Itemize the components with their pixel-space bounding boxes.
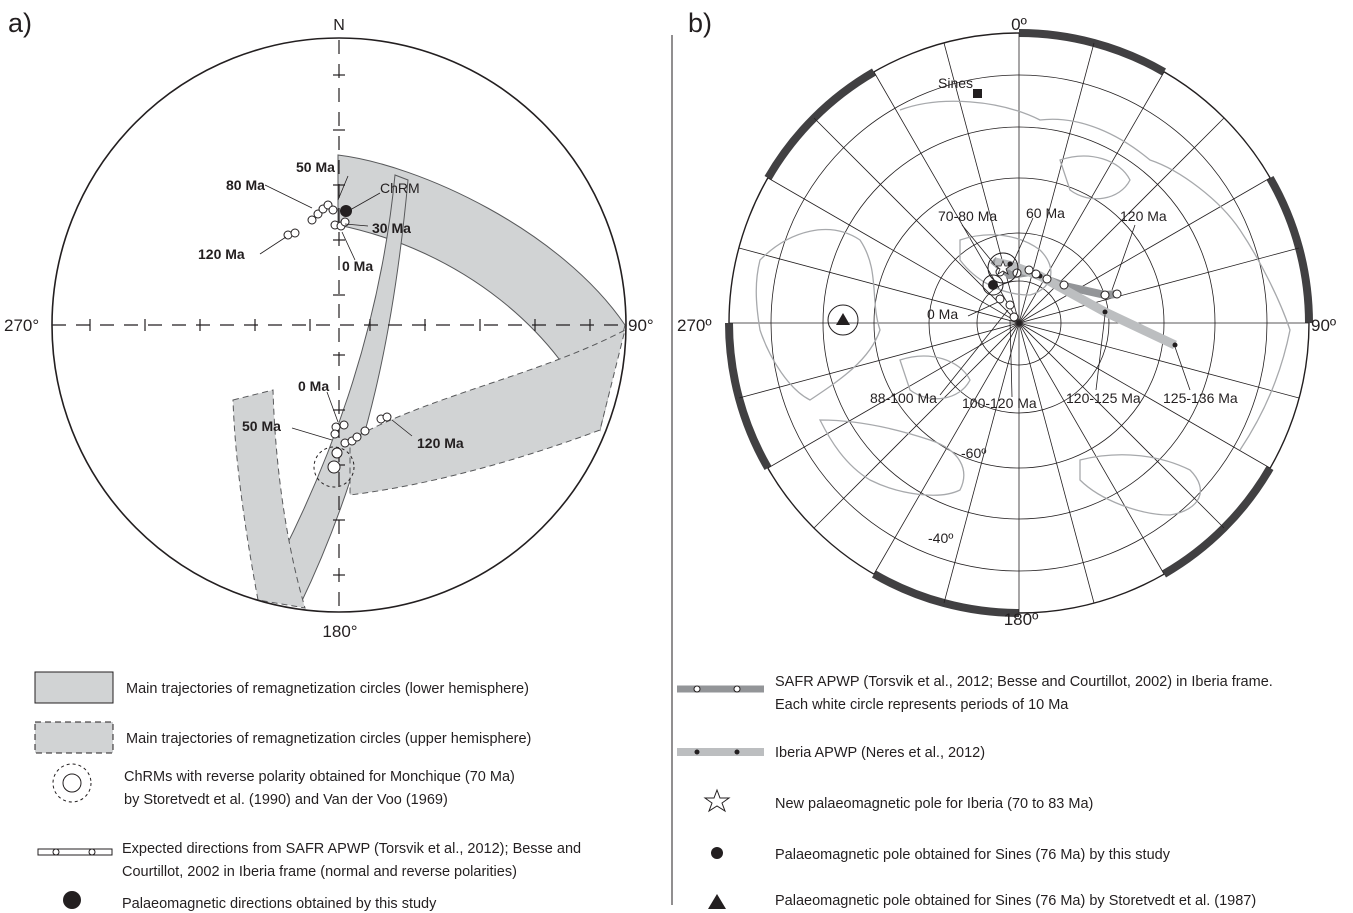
deg-270-b: 270º <box>677 316 712 335</box>
expected-directions-lower <box>327 412 392 474</box>
storetvedt-pole <box>836 313 850 325</box>
polar-map-b <box>725 29 1313 617</box>
legend-triangle-icon <box>708 894 726 909</box>
deg-0-b: 0º <box>1011 15 1027 34</box>
label-80ma: 80 Ma <box>226 177 265 193</box>
legend-dot-icon <box>711 847 723 859</box>
deg-180-a: 180° <box>322 622 357 641</box>
legend-left-4: by Storetvedt et al. (1990) and Van der … <box>124 792 448 808</box>
legend-left-1: Main trajectories of remagnetization cir… <box>126 681 529 697</box>
legend-right-3: Iberia APWP (Neres et al., 2012) <box>775 745 985 761</box>
upper-hemisphere-band <box>349 329 626 496</box>
deg-90-b: 90º <box>1311 316 1336 335</box>
legend-right-6: Palaeomagnetic pole obtained for Sines (… <box>775 893 1256 909</box>
label-120ma-b: 120 Ma <box>1120 208 1167 224</box>
legend-left-2: Main trajectories of remagnetization cir… <box>126 731 531 747</box>
label-100-120ma: 100-120 Ma <box>962 395 1037 411</box>
chrm-direction <box>340 205 352 217</box>
legend-expected-bar <box>37 848 113 856</box>
legend-right-4: New palaeomagnetic pole for Iberia (70 t… <box>775 796 1093 812</box>
label-60ma: 60 Ma <box>1026 205 1065 221</box>
legend-left-5: Expected directions from SAFR APWP (Tors… <box>122 841 581 857</box>
label-0ma-top: 0 Ma <box>342 258 373 274</box>
sines-pole-this-study <box>988 280 998 290</box>
label-50ma-bottom: 50 Ma <box>242 418 281 434</box>
label-50ma-top: 50 Ma <box>296 159 335 175</box>
legend-swatch-lower <box>34 671 114 704</box>
legend-right-2: Each white circle represents periods of … <box>775 697 1069 713</box>
safr-apwp-points <box>995 265 1122 322</box>
legend-swatch-upper <box>34 721 114 754</box>
expected-directions-upper <box>283 200 350 240</box>
legend-left-7: Palaeomagnetic directions obtained by th… <box>122 896 437 912</box>
legend-star-icon <box>703 788 731 813</box>
deg-180-b: 180º <box>1004 610 1039 629</box>
sines-label: Sines <box>938 75 973 91</box>
lat-60-label: -60º <box>961 445 986 461</box>
legend-dashed-circle-icon <box>52 763 92 803</box>
panel-b-label: b) <box>688 8 712 38</box>
stereonet-a <box>51 37 627 615</box>
sines-square <box>973 89 982 98</box>
label-120ma-bottom: 120 Ma <box>417 435 464 451</box>
label-30ma: 30 Ma <box>372 220 411 236</box>
label-70-80ma: 70-80 Ma <box>938 208 997 224</box>
upper-hemisphere-band-2 <box>232 389 306 609</box>
legend-black-dot-icon <box>63 891 81 909</box>
panel-a-label: a) <box>8 8 32 38</box>
leader-lines-a <box>259 175 413 441</box>
label-chrm: ChRM <box>380 180 420 196</box>
legend-right-1: SAFR APWP (Torsvik et al., 2012; Besse a… <box>775 674 1273 690</box>
legend-left-3: ChRMs with reverse polarity obtained for… <box>124 769 515 785</box>
label-125-136ma: 125-136 Ma <box>1163 390 1238 406</box>
legend-left-6: Courtillot, 2002 in Iberia frame (normal… <box>122 864 517 880</box>
north-label: N <box>333 17 345 34</box>
label-120ma-top: 120 Ma <box>198 246 245 262</box>
label-120-125ma: 120-125 Ma <box>1066 390 1141 406</box>
deg-270-a: 270° <box>4 316 39 335</box>
new-pole-star <box>994 259 1012 275</box>
deg-90-a: 90° <box>628 316 654 335</box>
label-88-100ma: 88-100 Ma <box>870 390 937 406</box>
legend-right-5: Palaeomagnetic pole obtained for Sines (… <box>775 847 1171 863</box>
label-0ma-bottom: 0 Ma <box>298 378 329 394</box>
monchique-dashed-circle <box>313 446 355 488</box>
lat-40-label: -40º <box>928 530 953 546</box>
coastlines <box>755 100 1291 516</box>
leader-lines-b <box>939 217 1191 398</box>
label-0ma-b: 0 Ma <box>927 306 958 322</box>
